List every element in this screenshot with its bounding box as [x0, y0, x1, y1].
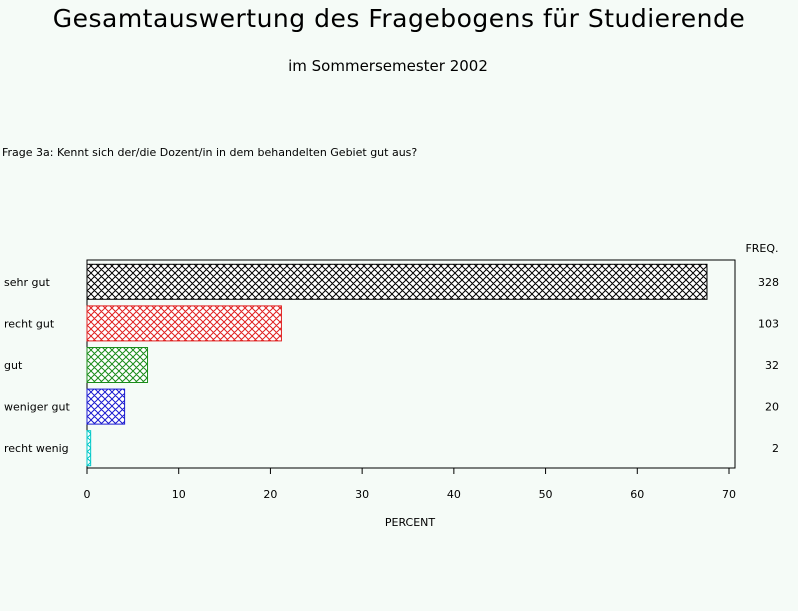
x-tick-label: 40 — [447, 488, 461, 501]
chart-title: Gesamtauswertung des Fragebogens für Stu… — [52, 4, 746, 33]
freq-value: 32 — [765, 359, 779, 372]
freq-header: FREQ. — [745, 242, 778, 255]
category-label: weniger gut — [4, 401, 71, 414]
freq-value: 103 — [758, 317, 779, 330]
freq-value: 328 — [758, 276, 779, 289]
x-tick-label: 20 — [263, 488, 277, 501]
freq-value: 20 — [765, 401, 779, 414]
question-text: Frage 3a: Kennt sich der/die Dozent/in i… — [2, 146, 418, 159]
x-tick-label: 70 — [722, 488, 736, 501]
x-axis-label: PERCENT — [385, 516, 436, 529]
x-tick-label: 30 — [355, 488, 369, 501]
x-tick-label: 10 — [172, 488, 186, 501]
bar — [86, 430, 92, 467]
category-label: sehr gut — [4, 276, 50, 289]
chart-subtitle: im Sommersemester 2002 — [288, 57, 488, 75]
bar — [86, 388, 126, 425]
category-label: gut — [4, 359, 23, 372]
bar — [86, 305, 282, 342]
x-tick-label: 50 — [539, 488, 553, 501]
x-tick-label: 60 — [630, 488, 644, 501]
bar — [86, 347, 149, 383]
category-label: recht gut — [4, 317, 55, 330]
bar — [86, 263, 708, 300]
freq-value: 2 — [772, 442, 779, 455]
x-tick-label: 0 — [84, 488, 91, 501]
category-label: recht wenig — [4, 442, 69, 455]
